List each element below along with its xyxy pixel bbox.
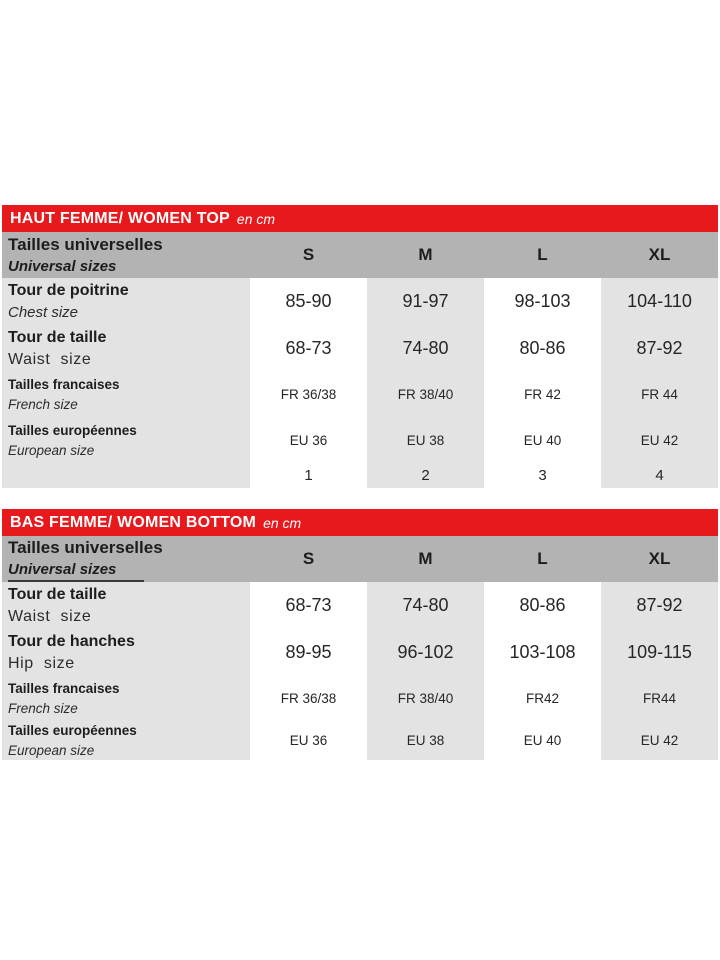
row-waist-size: Tour de taille Waist size 68-73 74-80 80… [2,325,718,371]
size-value-cell: 2 [367,462,484,488]
size-value-cell: FR 38/40 [367,371,484,418]
section-unit: en cm [263,514,302,531]
size-value-cell: 4 [601,462,718,488]
row-chest-size: Tour de poitrine Chest size 85-90 91-97 … [2,278,718,325]
header-label-en: Universal sizes [8,559,250,582]
size-value-cell: 87-92 [601,582,718,629]
size-value-cell: EU 42 [601,418,718,462]
row-label-en: Chest size [8,304,79,321]
size-value-cell: 85-90 [250,278,367,325]
size-value-cell: FR 42 [484,371,601,418]
row-label-fr: Tour de poitrine [8,282,129,299]
size-value-cell: 103-108 [484,629,601,675]
size-value-cell: 89-95 [250,629,367,675]
row-label-cell: Tailles francaises French size [2,371,250,418]
row-label-fr: Tailles européennes [8,422,137,438]
size-value-cell: 68-73 [250,325,367,371]
size-value-cell: FR42 [484,675,601,721]
row-label-en: European size [8,743,95,758]
size-value-cell: 96-102 [367,629,484,675]
size-col-l: L [484,536,601,582]
size-col-xl: XL [601,536,718,582]
women-top-title-bar: HAUT FEMME/ WOMEN TOP en cm [2,205,718,232]
size-value-cell: EU 40 [484,418,601,462]
women-bottom-title-bar: BAS FEMME/ WOMEN BOTTOM en cm [2,509,718,536]
size-value-cell: EU 36 [250,418,367,462]
row-label-cell: Tour de taille Waist size [2,325,250,371]
women-top-size-table: Tailles universelles Universal sizes S M… [2,232,718,488]
row-hip-size: Tour de hanches Hip size 89-95 96-102 10… [2,629,718,675]
row-label-en: European size [8,442,95,458]
size-col-s: S [250,536,367,582]
size-value-cell: 104-110 [601,278,718,325]
size-value-cell: EU 40 [484,721,601,760]
row-french-size: Tailles francaises French size FR 36/38 … [2,371,718,418]
row-european-size: Tailles européennes European size EU 36 … [2,418,718,462]
universal-sizes-header-cell: Tailles universelles Universal sizes [2,232,250,278]
row-label-en: Waist size [8,350,92,368]
row-label-fr: Tour de taille [8,328,107,346]
section-title: HAUT FEMME/ WOMEN TOP [10,209,230,227]
section-divider [2,488,718,509]
size-col-xl: XL [601,232,718,278]
women-bottom-size-table: Tailles universelles Universal sizes S M… [2,536,718,760]
row-label-fr: Tour de hanches [8,632,135,650]
size-value-cell: 87-92 [601,325,718,371]
women-bottom-section: BAS FEMME/ WOMEN BOTTOM en cm Tailles un… [2,509,718,760]
row-label-fr: Tailles francaises [8,377,120,392]
size-value-cell: 74-80 [367,582,484,629]
size-value-cell: 98-103 [484,278,601,325]
empty-label-cell [2,462,250,488]
row-label-fr: Tour de taille [8,586,107,603]
row-label-en: Hip size [8,654,75,672]
size-value-cell: EU 38 [367,418,484,462]
section-unit: en cm [236,210,276,227]
size-value-cell: FR 36/38 [250,675,367,721]
row-label-cell: Tailles européennes European size [2,721,250,760]
size-value-cell: 1 [250,462,367,488]
universal-sizes-header-cell: Tailles universelles Universal sizes [2,536,250,582]
row-label-fr: Tailles européennes [8,723,137,738]
size-value-cell: 109-115 [601,629,718,675]
size-value-cell: FR 36/38 [250,371,367,418]
underlined-label: Universal sizes [8,559,145,582]
size-value-cell: 80-86 [484,325,601,371]
row-index-numbers: 1 2 3 4 [2,462,718,488]
size-col-l: L [484,232,601,278]
header-row: Tailles universelles Universal sizes S M… [2,232,718,278]
size-col-m: M [367,232,484,278]
size-chart-sheet: HAUT FEMME/ WOMEN TOP en cm Tailles univ… [2,205,718,760]
header-label-fr: Tailles universelles [8,234,163,254]
row-label-cell: Tour de taille Waist size [2,582,250,629]
row-waist-size: Tour de taille Waist size 68-73 74-80 80… [2,582,718,629]
size-value-cell: 80-86 [484,582,601,629]
size-value-cell: FR 44 [601,371,718,418]
row-label-cell: Tour de hanches Hip size [2,629,250,675]
row-label-en: Waist size [8,608,92,625]
row-label-cell: Tailles européennes European size [2,418,250,462]
size-col-s: S [250,232,367,278]
row-french-size: Tailles francaises French size FR 36/38 … [2,675,718,721]
size-value-cell: EU 38 [367,721,484,760]
women-top-section: HAUT FEMME/ WOMEN TOP en cm Tailles univ… [2,205,718,488]
size-value-cell: EU 42 [601,721,718,760]
header-label-en: Universal sizes [8,257,117,275]
row-label-fr: Tailles francaises [8,680,120,696]
row-label-en: French size [8,700,78,716]
size-value-cell: EU 36 [250,721,367,760]
size-value-cell: 68-73 [250,582,367,629]
section-title: BAS FEMME/ WOMEN BOTTOM [10,513,257,531]
size-value-cell: FR 38/40 [367,675,484,721]
row-label-en: French size [8,397,78,412]
row-label-cell: Tailles francaises French size [2,675,250,721]
row-european-size: Tailles européennes European size EU 36 … [2,721,718,760]
size-value-cell: 3 [484,462,601,488]
header-row: Tailles universelles Universal sizes S M… [2,536,718,582]
row-label-cell: Tour de poitrine Chest size [2,278,250,325]
size-value-cell: 74-80 [367,325,484,371]
size-value-cell: FR44 [601,675,718,721]
size-value-cell: 91-97 [367,278,484,325]
header-label-fr: Tailles universelles [8,537,163,557]
size-col-m: M [367,536,484,582]
